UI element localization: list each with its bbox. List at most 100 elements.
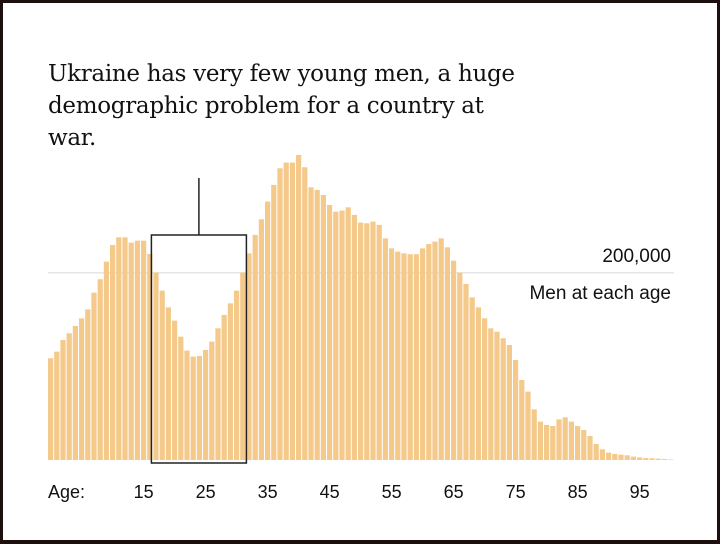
bar-age-56 xyxy=(395,251,401,460)
bar-age-58 xyxy=(407,254,413,460)
x-tick-65: 65 xyxy=(444,482,464,502)
bar-age-81 xyxy=(550,426,556,460)
bar-age-40 xyxy=(296,154,302,461)
x-tick-25: 25 xyxy=(196,482,216,502)
chart-title: Ukraine has very few young men, a huge d… xyxy=(48,61,515,151)
bar-age-60 xyxy=(420,248,426,460)
bar-age-37 xyxy=(277,168,283,460)
bar-age-74 xyxy=(506,344,512,460)
x-tick-95: 95 xyxy=(630,482,650,502)
x-tick-45: 45 xyxy=(320,482,340,502)
x-tick-35: 35 xyxy=(258,482,278,502)
bar-age-80 xyxy=(544,424,550,460)
bar-age-33 xyxy=(252,234,258,460)
bar-age-79 xyxy=(537,421,543,460)
bar-age-52 xyxy=(370,221,376,460)
bar-age-44 xyxy=(320,194,326,460)
bar-age-46 xyxy=(333,211,339,460)
x-tick-75: 75 xyxy=(506,482,526,502)
bar-age-89 xyxy=(599,449,605,460)
bar-age-68 xyxy=(469,297,475,460)
bar-age-59 xyxy=(413,254,419,460)
bar-age-57 xyxy=(401,253,407,460)
bar-age-93 xyxy=(624,455,630,460)
bar-age-97 xyxy=(649,458,655,460)
bar-age-87 xyxy=(587,436,593,460)
bar-age-75 xyxy=(513,359,519,460)
x-axis-label: Age: xyxy=(48,482,85,502)
y-axis-label: Men at each age xyxy=(529,283,671,304)
bar-age-86 xyxy=(581,430,587,460)
bar-age-55 xyxy=(389,248,395,460)
bar-age-47 xyxy=(339,210,345,460)
bar-age-43 xyxy=(314,189,320,461)
bar-age-18 xyxy=(159,290,165,460)
bar-age-26 xyxy=(209,341,215,460)
bar-age-49 xyxy=(351,214,357,460)
bar-age-5 xyxy=(79,318,85,460)
bar-age-69 xyxy=(475,307,481,460)
bar-age-64 xyxy=(444,247,450,460)
bar-age-96 xyxy=(643,458,649,460)
bar-age-12 xyxy=(122,237,128,460)
bars-group xyxy=(48,154,674,461)
bar-age-20 xyxy=(172,320,178,460)
bar-age-35 xyxy=(265,201,271,460)
bar-age-70 xyxy=(482,318,488,460)
bar-age-31 xyxy=(240,272,246,460)
bar-age-61 xyxy=(426,243,432,460)
bar-age-30 xyxy=(234,290,240,460)
bar-age-76 xyxy=(519,380,525,460)
bar-age-9 xyxy=(103,261,109,460)
bar-age-50 xyxy=(358,222,364,460)
bar-age-99 xyxy=(661,459,667,460)
bar-age-34 xyxy=(258,219,264,460)
bar-age-13 xyxy=(128,242,134,460)
bar-age-78 xyxy=(531,409,537,460)
bar-age-83 xyxy=(562,417,568,460)
bar-age-85 xyxy=(575,426,581,460)
bar-age-53 xyxy=(376,224,382,460)
bar-age-17 xyxy=(153,272,159,460)
bar-age-88 xyxy=(593,443,599,460)
bar-age-100 xyxy=(668,459,674,460)
bar-age-7 xyxy=(91,292,97,460)
bar-age-14 xyxy=(134,240,140,460)
bar-age-16 xyxy=(147,253,153,460)
bar-age-84 xyxy=(568,421,574,460)
x-tick-85: 85 xyxy=(568,482,588,502)
bar-age-95 xyxy=(637,457,643,460)
bar-age-45 xyxy=(327,204,333,460)
bar-age-21 xyxy=(178,336,184,460)
bar-age-0 xyxy=(48,358,54,460)
bar-age-1 xyxy=(54,351,60,460)
bar-age-91 xyxy=(612,454,618,460)
bar-age-94 xyxy=(630,456,636,460)
bar-age-39 xyxy=(289,162,295,460)
bar-age-65 xyxy=(451,260,457,460)
bar-age-6 xyxy=(85,309,91,460)
bar-age-29 xyxy=(227,303,233,460)
bar-age-82 xyxy=(556,419,562,460)
bar-age-62 xyxy=(432,241,438,460)
bar-age-92 xyxy=(618,454,624,460)
bar-age-15 xyxy=(141,240,147,460)
bar-age-28 xyxy=(221,314,227,460)
bar-age-77 xyxy=(525,391,531,460)
bar-age-63 xyxy=(438,238,444,460)
bar-age-27 xyxy=(215,328,221,460)
bar-age-36 xyxy=(271,184,277,460)
bar-age-67 xyxy=(463,283,469,460)
bar-age-71 xyxy=(488,328,494,460)
bar-age-4 xyxy=(72,325,78,460)
bar-age-2 xyxy=(60,339,66,460)
bar-age-22 xyxy=(184,350,190,460)
bar-age-48 xyxy=(345,207,351,460)
bar-age-98 xyxy=(655,458,661,460)
x-ticks: 15 25 35 45 55 65 75 85 95 xyxy=(134,482,650,502)
bar-age-24 xyxy=(196,355,202,460)
gridline-label: 200,000 xyxy=(602,246,671,267)
bar-age-38 xyxy=(283,162,289,460)
bar-age-42 xyxy=(308,187,314,460)
